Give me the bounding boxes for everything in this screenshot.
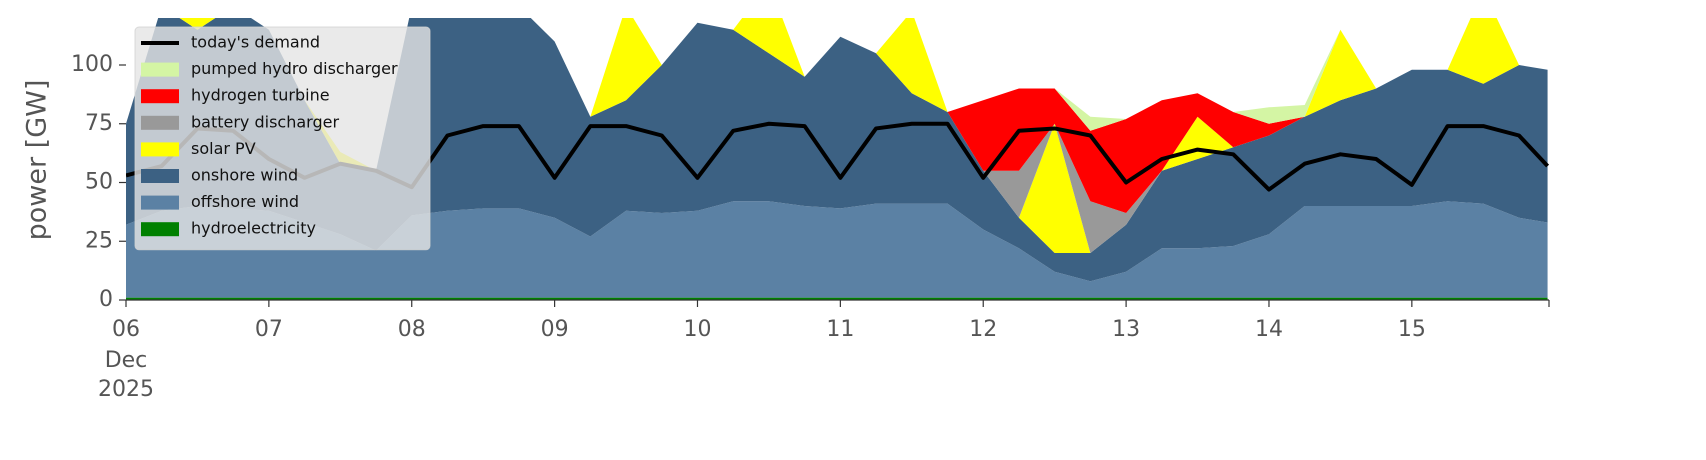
- legend-label: pumped hydro discharger: [191, 59, 398, 78]
- x-month-label: Dec: [105, 348, 148, 373]
- legend-label: hydroelectricity: [191, 219, 316, 238]
- x-tick-label: 08: [398, 317, 426, 342]
- legend-label: today's demand: [191, 33, 320, 52]
- legend-patch: [141, 195, 179, 210]
- legend-patch: [141, 89, 179, 104]
- x-tick-label: 06: [112, 317, 140, 342]
- legend-box: [134, 26, 431, 251]
- x-tick-label: 13: [1112, 317, 1140, 342]
- y-tick-label: 0: [99, 287, 113, 312]
- legend-patch: [141, 169, 179, 183]
- y-tick-label: 100: [71, 52, 113, 77]
- x-tick-label: 09: [541, 317, 569, 342]
- legend-label: offshore wind: [191, 192, 299, 211]
- legend-patch: [141, 142, 179, 157]
- legend-label: battery discharger: [191, 112, 339, 131]
- y-axis-label: power [GW]: [22, 80, 53, 241]
- legend-patch: [141, 62, 179, 77]
- y-tick-label: 75: [85, 111, 113, 136]
- legend-label: hydrogen turbine: [191, 86, 330, 105]
- legend-label: onshore wind: [191, 166, 298, 185]
- x-tick-label: 07: [255, 317, 283, 342]
- x-tick-label: 11: [826, 317, 854, 342]
- x-tick-label: 14: [1255, 317, 1283, 342]
- y-tick-label: 50: [85, 170, 113, 195]
- area: [126, 201, 1548, 298]
- area: [126, 18, 1548, 282]
- legend-patch: [141, 222, 179, 237]
- y-tick-label: 25: [85, 228, 113, 253]
- legend-patch: [141, 115, 179, 130]
- x-tick-label: 10: [683, 317, 711, 342]
- legend-label: solar PV: [191, 139, 256, 158]
- x-tick-label: 12: [969, 317, 997, 342]
- x-year-label: 2025: [98, 377, 154, 402]
- x-tick-label: 15: [1398, 317, 1426, 342]
